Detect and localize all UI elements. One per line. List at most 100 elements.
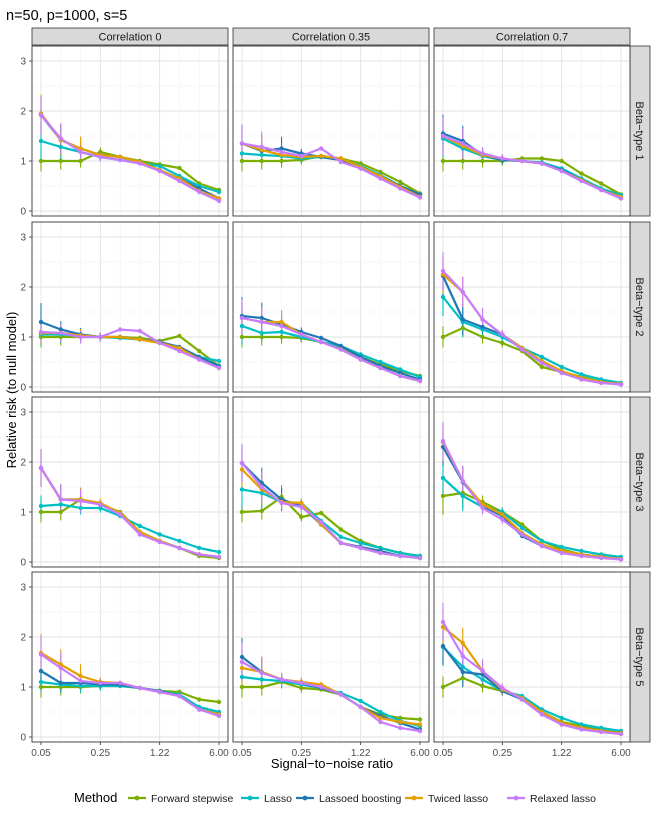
data-point	[279, 319, 284, 325]
data-point	[299, 153, 304, 159]
series-line	[40, 328, 220, 370]
data-point	[38, 509, 44, 515]
data-point	[259, 315, 264, 321]
facet-panel: 0 1 2 3 0.05 0.25 1.22 6.00	[20, 571, 229, 759]
data-point	[216, 365, 222, 371]
legend-key-point	[411, 795, 417, 801]
data-point	[440, 475, 446, 481]
data-point	[618, 731, 624, 737]
data-point	[579, 553, 584, 559]
data-point	[239, 334, 245, 340]
series-line	[442, 134, 622, 200]
data-point	[38, 158, 44, 164]
data-point	[259, 670, 264, 676]
x-tick-label: 0.25	[292, 748, 312, 759]
data-point	[398, 179, 403, 185]
data-point	[157, 168, 162, 174]
data-point	[279, 334, 284, 340]
data-point	[500, 685, 505, 691]
data-point	[137, 532, 143, 537]
data-point	[460, 317, 465, 322]
data-point	[599, 555, 604, 561]
facet-panel	[232, 45, 430, 217]
data-point	[599, 380, 604, 386]
series-line	[442, 296, 622, 385]
data-point	[579, 178, 584, 184]
data-point	[358, 166, 363, 171]
y-tick-label: 3	[20, 233, 26, 244]
data-point	[259, 677, 264, 682]
data-point	[618, 557, 624, 562]
data-point	[177, 693, 182, 699]
data-point	[417, 555, 423, 561]
panel-border	[232, 396, 430, 568]
data-point	[338, 159, 344, 165]
legend-label: Lasso	[264, 793, 292, 805]
data-point	[239, 674, 245, 680]
x-tick-label: 0.05	[232, 748, 252, 759]
legend-label: Twiced lasso	[428, 793, 488, 805]
panel-border	[232, 221, 430, 393]
y-tick-label: 0	[20, 733, 26, 744]
data-point	[177, 178, 182, 184]
data-point	[480, 324, 485, 330]
x-tick-label: 1.22	[552, 748, 572, 759]
legend-label: Relaxed lasso	[530, 793, 596, 805]
row-strip-label: Beta−type 2	[633, 277, 645, 336]
legend-label: Lassoed boosting	[319, 793, 401, 805]
data-point	[78, 673, 83, 679]
data-point	[38, 684, 44, 690]
series-line	[442, 626, 622, 735]
legend-key-point	[134, 795, 140, 801]
legend-key-point	[247, 795, 253, 801]
data-point	[216, 554, 222, 560]
data-point	[559, 550, 564, 556]
data-point	[358, 540, 363, 546]
data-point	[519, 532, 525, 537]
data-point	[480, 151, 485, 156]
data-point	[378, 359, 383, 365]
data-point	[279, 146, 284, 151]
data-point	[519, 522, 525, 527]
data-point	[157, 340, 162, 346]
data-point	[480, 505, 485, 511]
data-point	[78, 505, 83, 511]
data-point	[259, 684, 264, 690]
data-point	[157, 539, 162, 545]
data-point	[299, 680, 304, 686]
series-line	[40, 653, 220, 718]
data-point	[579, 372, 584, 377]
data-point	[559, 544, 564, 550]
y-tick-label: 0	[20, 558, 26, 569]
y-tick-label: 1	[20, 683, 26, 694]
data-point	[318, 146, 324, 151]
data-point	[137, 161, 143, 166]
panel-background	[434, 222, 630, 392]
y-tick-label: 2	[20, 283, 26, 294]
data-point	[239, 323, 245, 329]
data-point	[599, 729, 604, 735]
legend-title: Method	[74, 790, 117, 805]
data-point	[299, 514, 304, 520]
facet-panel: 0.05 0.25 1.22 6.00	[433, 571, 631, 759]
legend-label: Forward stepwise	[151, 793, 233, 805]
data-point	[500, 156, 505, 161]
data-point	[378, 709, 383, 715]
data-point	[58, 144, 63, 150]
data-point	[38, 329, 44, 335]
data-point	[358, 704, 363, 710]
data-point	[239, 151, 245, 156]
col-strip-label: Correlation 0	[99, 32, 162, 44]
series-line	[442, 477, 622, 559]
data-point	[299, 332, 304, 337]
data-point	[460, 664, 465, 670]
data-point	[177, 545, 182, 551]
data-point	[239, 654, 245, 660]
data-point	[318, 335, 324, 341]
data-point	[440, 294, 446, 300]
y-tick-label: 2	[20, 458, 26, 469]
data-point	[58, 680, 63, 686]
x-tick-label: 1.22	[150, 748, 170, 759]
data-point	[78, 498, 83, 504]
data-point	[58, 509, 63, 515]
